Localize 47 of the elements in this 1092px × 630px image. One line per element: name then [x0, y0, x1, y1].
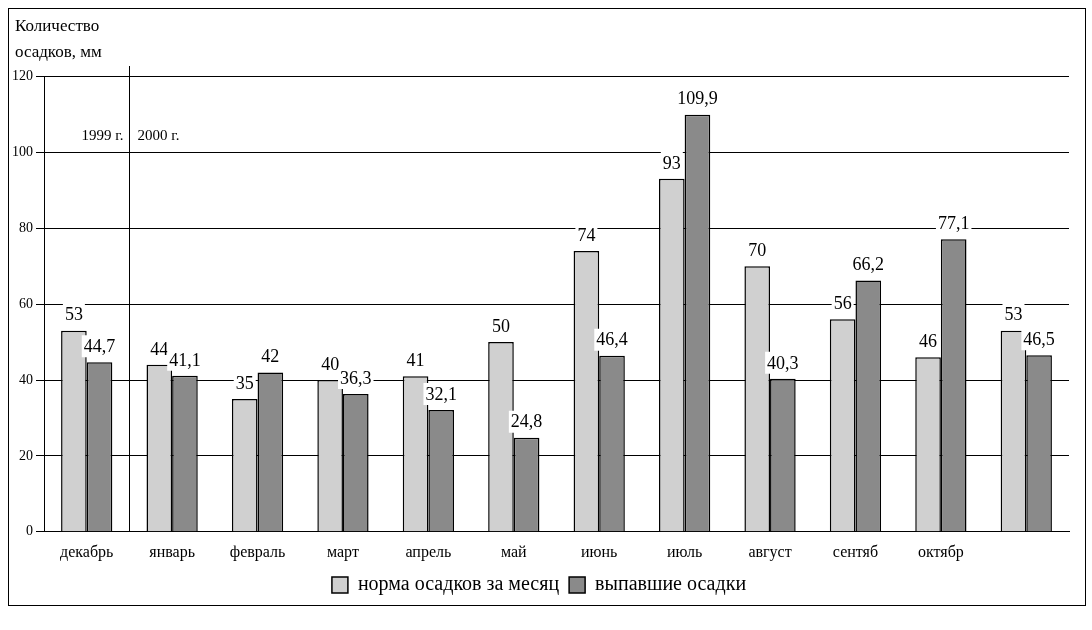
data-label: 53 [1004, 304, 1023, 325]
data-label: 46,4 [596, 329, 628, 350]
y-tick-label: 60 [19, 295, 33, 311]
y-tick-label: 80 [19, 219, 33, 235]
x-tick-label: сентяб [832, 542, 879, 560]
data-label: 46,5 [1023, 329, 1055, 350]
data-label: 50 [491, 315, 510, 336]
x-tick-label: июль [666, 542, 703, 560]
data-label: 35 [235, 372, 254, 393]
data-label: 109,9 [677, 88, 718, 109]
data-label: 40 [321, 353, 340, 374]
x-tick-label: апрель [405, 542, 452, 561]
data-label: 70 [748, 239, 767, 260]
data-label: 24,8 [510, 411, 543, 432]
x-tick-label: март [327, 542, 359, 561]
y-tick-label: 120 [12, 68, 33, 84]
annotation: 2000 г. [137, 127, 180, 144]
data-label: 44 [150, 338, 169, 359]
x-tick-label: июнь [581, 542, 618, 560]
data-label: 66,2 [852, 254, 885, 275]
legend-label: выпавшие осадки [595, 572, 747, 596]
x-tick-label: январь [149, 542, 195, 561]
data-label: 56 [833, 293, 852, 314]
data-label: 77,1 [937, 212, 970, 233]
data-label: 53 [64, 304, 83, 325]
data-label: 46 [919, 330, 938, 351]
y-tick-label: 20 [19, 447, 33, 463]
y-tick-label: 100 [12, 143, 33, 159]
y-axis-title: Количество осадков, мм [14, 15, 103, 63]
data-label: 41 [406, 349, 425, 370]
legend-label: норма осадков за месяц [357, 572, 560, 596]
x-tick-label: февраль [229, 542, 286, 561]
data-label: 74 [577, 224, 596, 245]
data-label: 40,3 [767, 352, 799, 373]
data-label: 44,7 [83, 335, 116, 356]
data-label: 32,1 [425, 383, 457, 404]
data-label: 41,1 [169, 349, 201, 370]
annotation: 1999 г. [81, 127, 124, 144]
x-tick-label: октябр [917, 542, 964, 561]
x-tick-label: август [748, 542, 792, 561]
x-tick-label: май [500, 542, 528, 560]
data-label: 93 [662, 152, 681, 173]
data-label: 36,3 [340, 367, 372, 388]
y-tick-label: 40 [19, 371, 33, 387]
x-tick-label: декабрь [60, 542, 114, 561]
data-label: 42 [261, 346, 280, 367]
y-tick-label: 0 [26, 523, 33, 539]
